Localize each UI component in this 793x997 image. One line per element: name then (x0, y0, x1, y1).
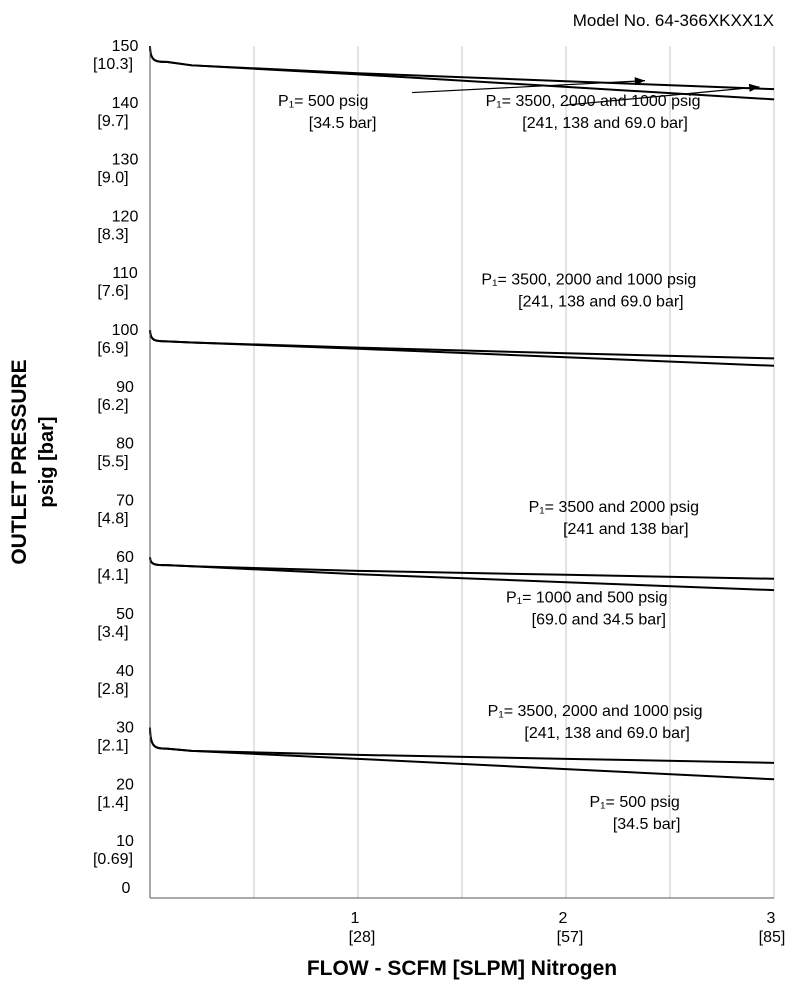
y-tick-label: 30 (116, 720, 134, 737)
x-tick-sublabel: [28] (349, 929, 376, 946)
y-tick-label: 90 (116, 379, 134, 396)
annotation-line2: [34.5 bar] (309, 115, 377, 132)
annotation-arrow-line (565, 86, 760, 106)
annotation-line2: [241, 138 and 69.0 bar] (522, 115, 687, 132)
annotation-line1: P₁= 500 psig (278, 93, 368, 110)
series-lines (149, 45, 775, 781)
annotation-line1: P₁= 1000 and 500 psig (506, 590, 668, 607)
series-line (149, 727, 775, 781)
y-tick-label: 130 (112, 152, 139, 169)
annotation-line2: [241 and 138 bar] (563, 521, 688, 538)
x-tick-label: 3 (767, 910, 776, 927)
annotation-line2: [241, 138 and 69.0 bar] (518, 294, 683, 311)
series-line (149, 45, 775, 101)
y-tick-label: 10 (116, 833, 134, 850)
annotation-arrowhead (634, 77, 646, 86)
y-tick-label: 110 (112, 265, 138, 282)
y-tick-label: 70 (116, 492, 134, 509)
annotation-line1: P₁= 3500, 2000 and 1000 psig (488, 703, 703, 720)
y-tick-sublabel: [4.8] (97, 510, 128, 527)
y-tick-label: 50 (116, 606, 134, 623)
y-tick-sublabel: [4.1] (97, 567, 128, 584)
grid (253, 46, 775, 898)
curve-annotations: P₁= 500 psig [34.5 bar] P₁= 3500, 2000 and… (278, 77, 760, 833)
y-tick-sublabel: [3.4] (97, 624, 128, 641)
y-tick-label: 20 (116, 776, 134, 793)
y-tick-sublabel: [10.3] (93, 56, 133, 73)
y-tick-sublabel: [2.1] (97, 738, 128, 755)
y-tick-label: 100 (112, 322, 139, 339)
y-tick-sublabel: [2.8] (97, 681, 128, 698)
y-tick-sublabel: [1.4] (97, 794, 128, 811)
annotation-line1: P₁= 3500 and 2000 psig (529, 499, 699, 516)
annotation-line2: [69.0 and 34.5 bar] (532, 612, 666, 629)
y-tick-sublabel: [9.7] (97, 113, 128, 130)
y-axis-title-line2: psig [bar] (36, 416, 58, 507)
x-tick-label: 2 (559, 910, 568, 927)
annotation-line1: P₁= 500 psig (589, 794, 679, 811)
annotation-line1: P₁= 3500, 2000 and 1000 psig (481, 272, 696, 289)
annotation-line2: [241, 138 and 69.0 bar] (524, 725, 689, 742)
x-tick-sublabel: [57] (557, 929, 584, 946)
y-tick-label: 60 (116, 549, 134, 566)
series-line (149, 329, 775, 367)
y-axis-title-line1: OUTLET PRESSURE (8, 359, 31, 564)
y-tick-sublabel: [5.5] (97, 454, 128, 471)
annotation-line2: [34.5 bar] (613, 816, 681, 833)
y-tick-label: 120 (112, 208, 139, 225)
y-tick-sublabel: [0.69] (93, 851, 133, 868)
y-tick-sublabel: [7.6] (97, 283, 128, 300)
annotation-arrowhead (748, 83, 760, 92)
axes (149, 46, 774, 899)
y-tick-label: 150 (112, 38, 139, 55)
y-tick-label: 80 (116, 436, 134, 453)
y-tick-label: 40 (116, 663, 134, 680)
x-tick-label: 1 (351, 910, 360, 927)
x-tick-labels: 0 1 [28] 2 [57] 3 [85] (122, 880, 786, 946)
model-number-label: Model No. 64-366XKXX1X (573, 11, 774, 30)
x-tick-sublabel: [85] (759, 929, 786, 946)
annotation-arrow-line (412, 80, 646, 94)
y-tick-sublabel: [6.9] (97, 340, 128, 357)
y-tick-sublabel: [8.3] (97, 226, 128, 243)
x-tick-label: 0 (122, 880, 131, 897)
y-tick-sublabel: [9.0] (97, 170, 128, 187)
y-tick-sublabel: [6.2] (97, 397, 128, 414)
x-axis-title: FLOW - SCFM [SLPM] Nitrogen (307, 957, 617, 980)
y-tick-labels: 150[10.3] 140[9.7] 130[9.0] 120[8.3] 110[7.6… (93, 38, 138, 868)
y-tick-label: 140 (112, 95, 139, 112)
series-line (149, 557, 775, 592)
